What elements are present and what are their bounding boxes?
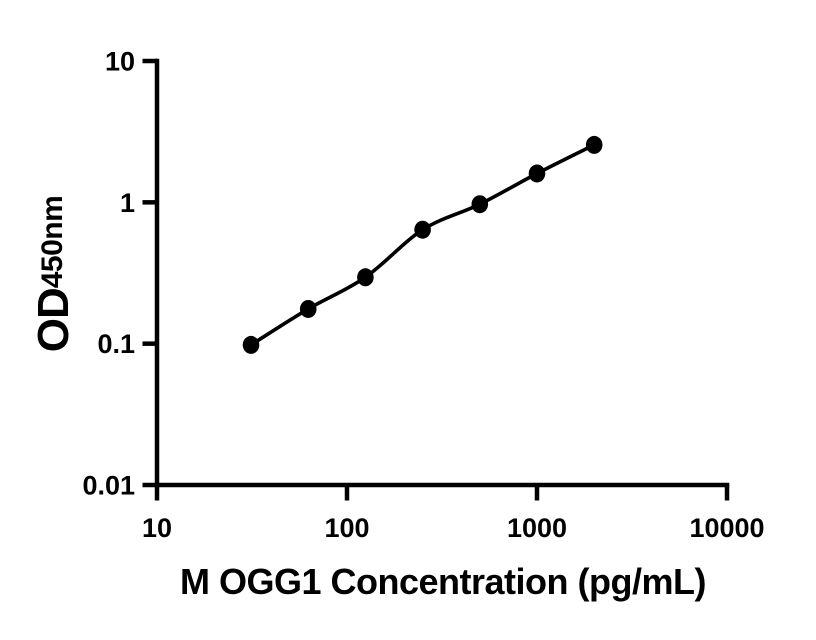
axes-group: 10 100 1000 10000 10 1 0.1 0.01 — [82, 47, 764, 543]
data-point-marker — [242, 335, 260, 354]
x-axis-title: M OGG1 Concentration (pg/mL) — [180, 561, 706, 602]
y-axis-title-subscript: 450nm — [36, 196, 69, 289]
data-point-marker — [299, 299, 317, 318]
y-tick-label: 10 — [105, 47, 135, 77]
y-tick-label: 0.01 — [82, 471, 135, 501]
x-tick-label: 10 — [142, 513, 172, 543]
y-axis-title: OD450nm — [29, 196, 78, 353]
y-tick-label: 1 — [120, 188, 135, 218]
x-tick-label: 1000 — [507, 513, 567, 543]
x-tick-label: 100 — [324, 513, 369, 543]
data-point-marker — [528, 164, 546, 183]
series-group — [242, 135, 603, 354]
y-tick-label: 0.1 — [97, 329, 135, 359]
x-tick-label: 10000 — [689, 513, 764, 543]
data-point-marker — [585, 135, 603, 154]
y-axis-title-main: OD — [29, 288, 78, 352]
data-point-marker — [471, 195, 489, 214]
data-point-marker — [357, 268, 374, 287]
data-point-marker — [414, 220, 431, 239]
